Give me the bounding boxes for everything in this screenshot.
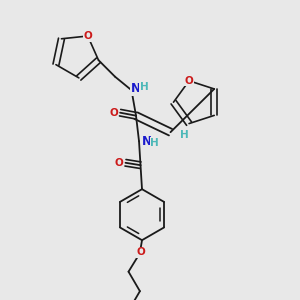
Text: N: N	[131, 82, 141, 95]
Text: H: H	[180, 130, 188, 140]
Text: N: N	[142, 135, 152, 148]
Text: O: O	[136, 247, 145, 257]
Text: O: O	[83, 31, 92, 41]
Text: O: O	[185, 76, 194, 86]
Text: O: O	[109, 108, 118, 118]
Text: O: O	[115, 158, 123, 168]
Text: H: H	[140, 82, 148, 92]
Text: H: H	[150, 138, 159, 148]
